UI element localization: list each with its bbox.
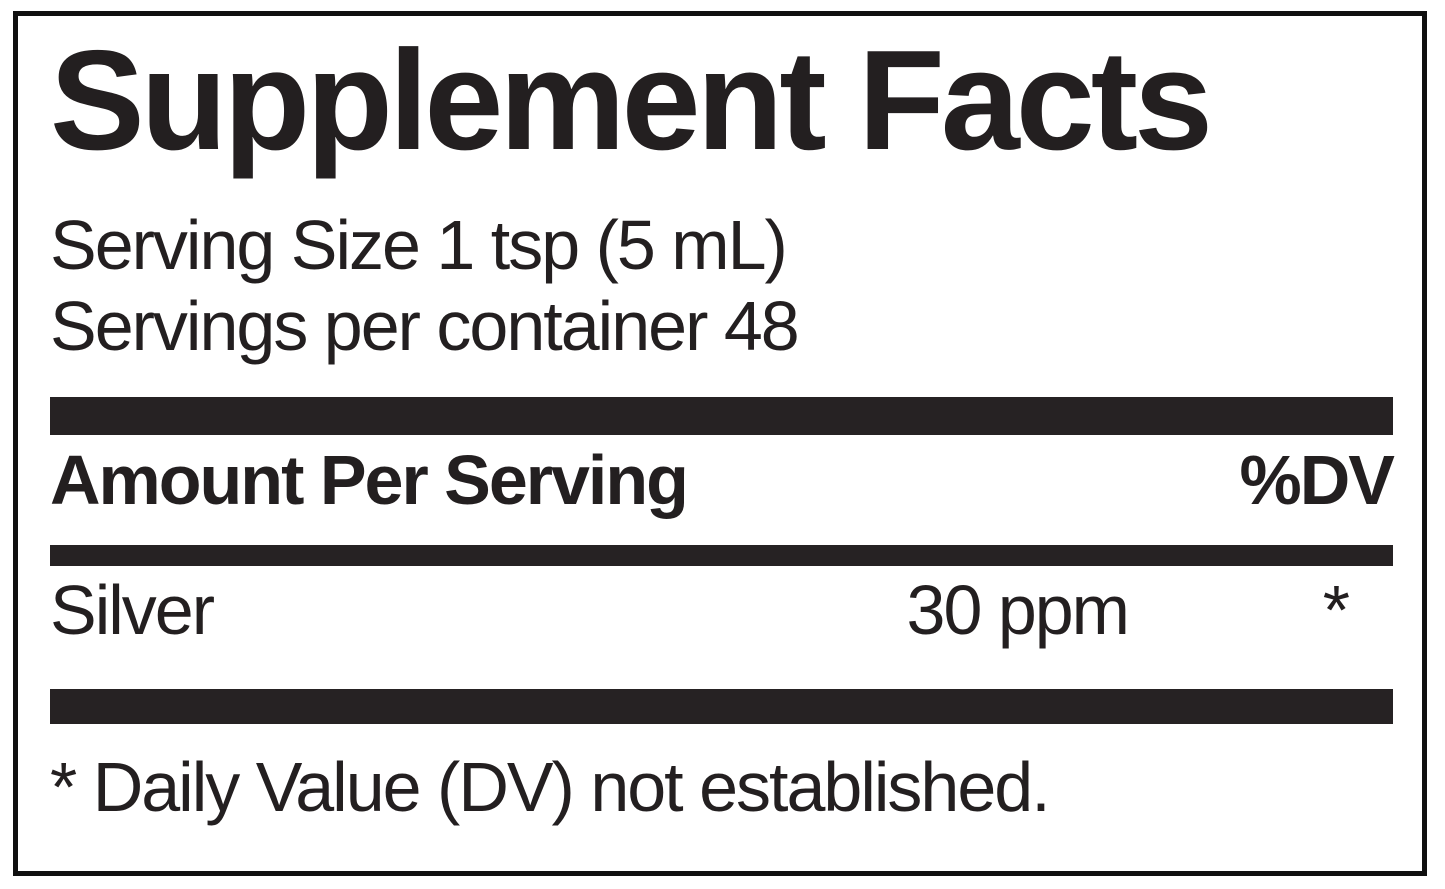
divider-medium (50, 545, 1393, 567)
serving-size-text: Serving Size 1 tsp (5 mL) (50, 206, 788, 285)
divider-thick-bottom (50, 689, 1393, 725)
divider-thick-top (50, 397, 1393, 436)
nutrient-amount: 30 ppm (906, 571, 1130, 650)
nutrient-dv-asterisk: * (1322, 571, 1350, 650)
panel-title: Supplement Facts (50, 21, 1213, 180)
panel-content: Supplement Facts Serving Size 1 tsp (5 m… (18, 16, 1422, 871)
nutrient-row: Silver 30 ppm * (50, 566, 1393, 689)
serving-info-block: Serving Size 1 tsp (5 mL) Servings per c… (50, 205, 1393, 367)
supplement-facts-panel: Supplement Facts Serving Size 1 tsp (5 m… (13, 11, 1427, 876)
dv-footnote: * Daily Value (DV) not established. (50, 748, 1051, 827)
servings-per-container-text: Servings per container 48 (50, 287, 800, 366)
percent-dv-header: %DV (1239, 441, 1395, 520)
nutrient-name: Silver (50, 571, 215, 650)
amount-per-serving-header: Amount Per Serving (50, 441, 689, 520)
column-header-row: Amount Per Serving %DV (50, 435, 1395, 545)
